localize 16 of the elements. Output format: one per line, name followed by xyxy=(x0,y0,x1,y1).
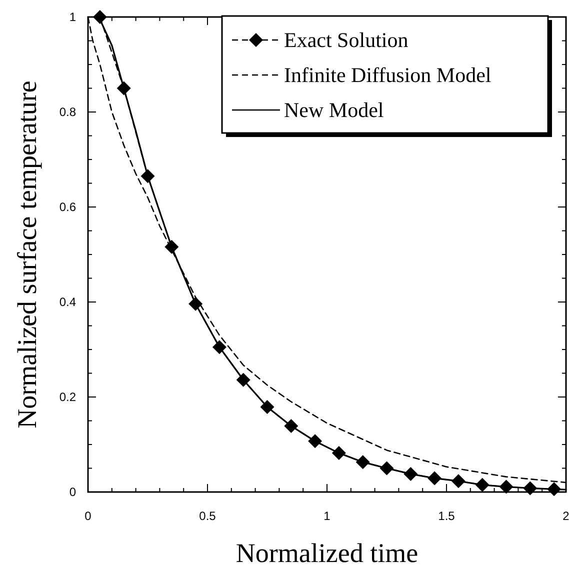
y-tick-label: 0.6 xyxy=(59,200,76,214)
x-tick-label: 1.5 xyxy=(438,509,456,523)
y-tick-label: 1 xyxy=(69,10,76,24)
y-axis-title: Normalized surface temperature xyxy=(12,80,42,428)
legend-label: Infinite Diffusion Model xyxy=(284,63,492,87)
x-tick-label: 0.5 xyxy=(199,509,216,523)
y-tick-label: 0.2 xyxy=(59,390,76,404)
legend-label: New Model xyxy=(284,98,384,122)
x-axis-title: Normalized time xyxy=(236,538,418,568)
x-tick-label: 0 xyxy=(84,509,92,523)
x-tick-label: 2 xyxy=(562,509,570,523)
y-tick-label: 0 xyxy=(69,485,76,499)
x-tick-label: 1 xyxy=(324,509,331,523)
y-tick-label: 0.8 xyxy=(59,105,76,119)
y-tick-label: 0.4 xyxy=(59,295,76,309)
legend-label: Exact Solution xyxy=(284,28,409,52)
